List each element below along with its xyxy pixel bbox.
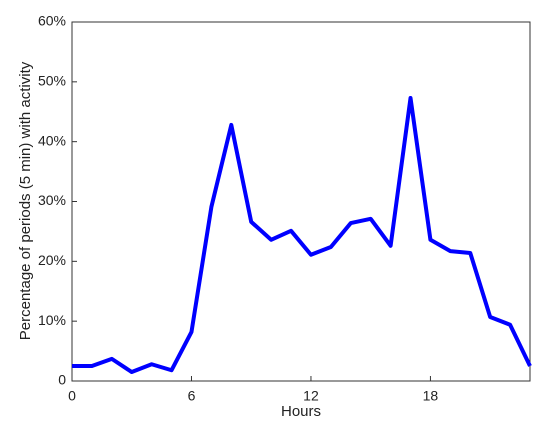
y-axis-title: Percentage of periods (5 min) with activ… bbox=[17, 61, 34, 340]
x-tick-label: 18 bbox=[423, 388, 439, 404]
y-tick-label: 30% bbox=[38, 192, 66, 208]
y-tick-label: 40% bbox=[38, 132, 66, 148]
y-tick-label: 60% bbox=[38, 13, 66, 29]
x-tick-label: 12 bbox=[303, 388, 319, 404]
plot-frame bbox=[71, 21, 531, 382]
y-tick-label: 0 bbox=[58, 372, 66, 388]
y-tick-label: 50% bbox=[38, 73, 66, 89]
data-line bbox=[72, 95, 532, 375]
y-tick-label: 10% bbox=[38, 312, 66, 328]
y-tick-label: 20% bbox=[38, 252, 66, 268]
x-tick-label: 6 bbox=[188, 388, 196, 404]
x-tick-label: 0 bbox=[68, 388, 76, 404]
x-axis-title: Hours bbox=[281, 403, 321, 420]
